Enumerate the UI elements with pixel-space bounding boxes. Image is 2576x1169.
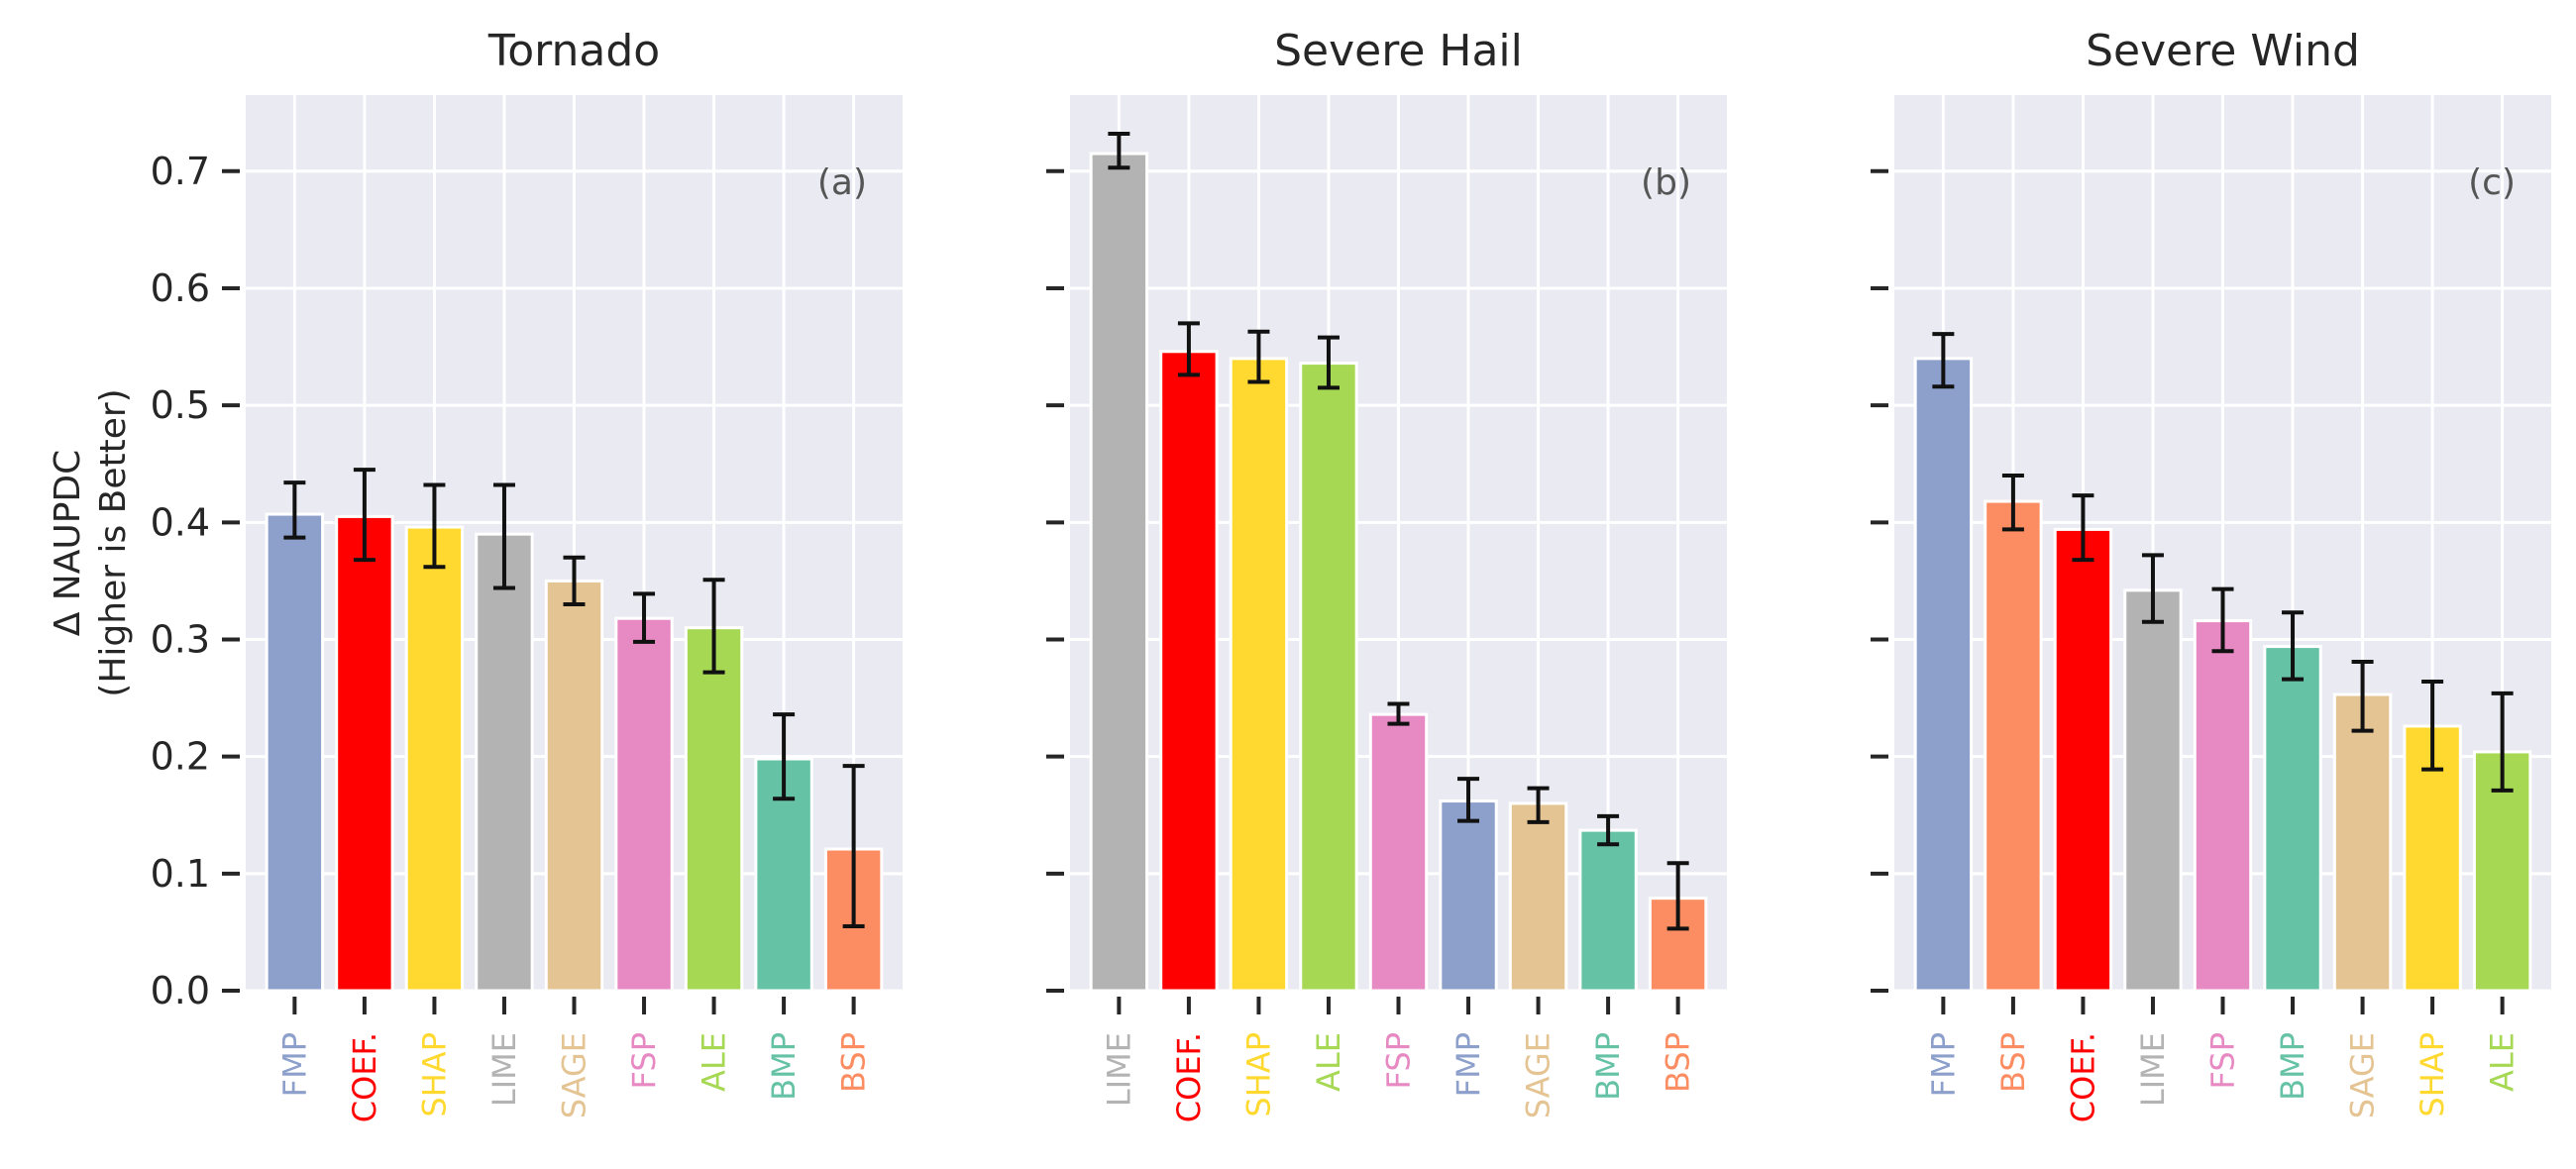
x-tick-label: BMP <box>1589 1032 1627 1101</box>
x-tick-label: SHAP <box>1239 1032 1277 1117</box>
panel-label: (c) <box>2468 162 2516 203</box>
bar-fsp <box>614 616 674 993</box>
x-tick-label: SHAP <box>415 1032 453 1117</box>
bar-ale <box>684 626 744 993</box>
bar-shap <box>404 525 465 993</box>
x-tick-label: FSP <box>625 1032 663 1089</box>
y-tick-label: 0.5 <box>151 383 210 427</box>
x-tick-label: ALE <box>1310 1032 1347 1092</box>
x-tick-label: LIME <box>485 1032 523 1107</box>
panel-1: 0.0 0.1 0.2 0.3 0.4 0.5 0.6 0.7 FMP COEF. SHAP LIME… <box>48 26 903 1122</box>
x-tick-label: FMP <box>1449 1032 1487 1097</box>
bar-coef <box>335 514 394 993</box>
panel-label: (a) <box>817 162 867 203</box>
x-tick-label: LIME <box>2134 1032 2172 1107</box>
y-axis-label: Δ NAUPDC <box>48 450 88 637</box>
x-tick-label: COEF. <box>1170 1032 1208 1122</box>
y-tick-label: 0.0 <box>151 969 210 1012</box>
bar-bmp <box>1578 828 1638 993</box>
bar-sage <box>2332 692 2393 993</box>
y-tick-label: 0.7 <box>151 150 210 193</box>
chart-title: Severe Wind <box>2086 26 2360 76</box>
panel-label: (b) <box>1641 162 1691 203</box>
x-tick-label: SAGE <box>1520 1032 1557 1118</box>
x-tick-label: BSP <box>835 1032 873 1093</box>
bar-sage <box>544 579 604 993</box>
chart-title: Tornado <box>487 26 660 76</box>
x-tick-label: BSP <box>1994 1032 2032 1093</box>
x-tick-label: BSP <box>1660 1032 1697 1093</box>
bar-coef <box>1159 350 1219 993</box>
x-tick-label: FSP <box>1380 1032 1418 1089</box>
bar-fmp <box>1913 357 1974 993</box>
x-tick-label: BMP <box>765 1032 803 1101</box>
x-tick-label: SHAP <box>2414 1032 2451 1117</box>
x-tick-label: FMP <box>1924 1032 1962 1097</box>
x-tick-label: COEF. <box>2064 1032 2101 1122</box>
bar-lime <box>1089 152 1149 993</box>
bar-lime <box>2123 588 2183 993</box>
x-tick-label: FMP <box>275 1032 313 1097</box>
y-tick-label: 0.4 <box>151 500 210 544</box>
bar-lime <box>475 532 534 993</box>
y-tick-label: 0.6 <box>151 266 210 310</box>
bar-shap <box>1229 357 1289 993</box>
bar-fmp <box>1439 799 1498 993</box>
x-tick-label: SAGE <box>556 1032 593 1118</box>
chart-title: Severe Hail <box>1274 26 1523 76</box>
x-tick-label: LIME <box>1100 1032 1137 1107</box>
bar-sage <box>1508 801 1568 993</box>
bar-fmp <box>265 512 325 993</box>
y-axis-label: (Higher is Better) <box>93 388 134 696</box>
bar-coef <box>2053 527 2113 993</box>
x-tick-label: ALE <box>696 1032 733 1092</box>
bar-bsp <box>1984 499 2043 993</box>
y-tick-label: 0.1 <box>151 852 210 896</box>
x-tick-label: SAGE <box>2344 1032 2382 1118</box>
x-tick-label: BMP <box>2274 1032 2311 1101</box>
x-tick-label: ALE <box>2484 1032 2522 1092</box>
panel-3: FMP BSP COEF. LIME FSP BMP SAGE SHAP ALE Severe W… <box>1871 26 2551 1122</box>
y-tick-label: 0.3 <box>151 617 210 661</box>
bar-fsp <box>2193 619 2253 993</box>
bar-bmp <box>2263 645 2322 993</box>
bar-ale <box>1299 362 1358 993</box>
bar-fsp <box>1368 712 1429 993</box>
x-tick-label: COEF. <box>346 1032 383 1122</box>
panel-2: LIME COEF. SHAP ALE FSP FMP SAGE BMP BSP Severe H… <box>1046 26 1727 1122</box>
x-tick-label: FSP <box>2204 1032 2242 1089</box>
y-tick-label: 0.2 <box>151 735 210 779</box>
